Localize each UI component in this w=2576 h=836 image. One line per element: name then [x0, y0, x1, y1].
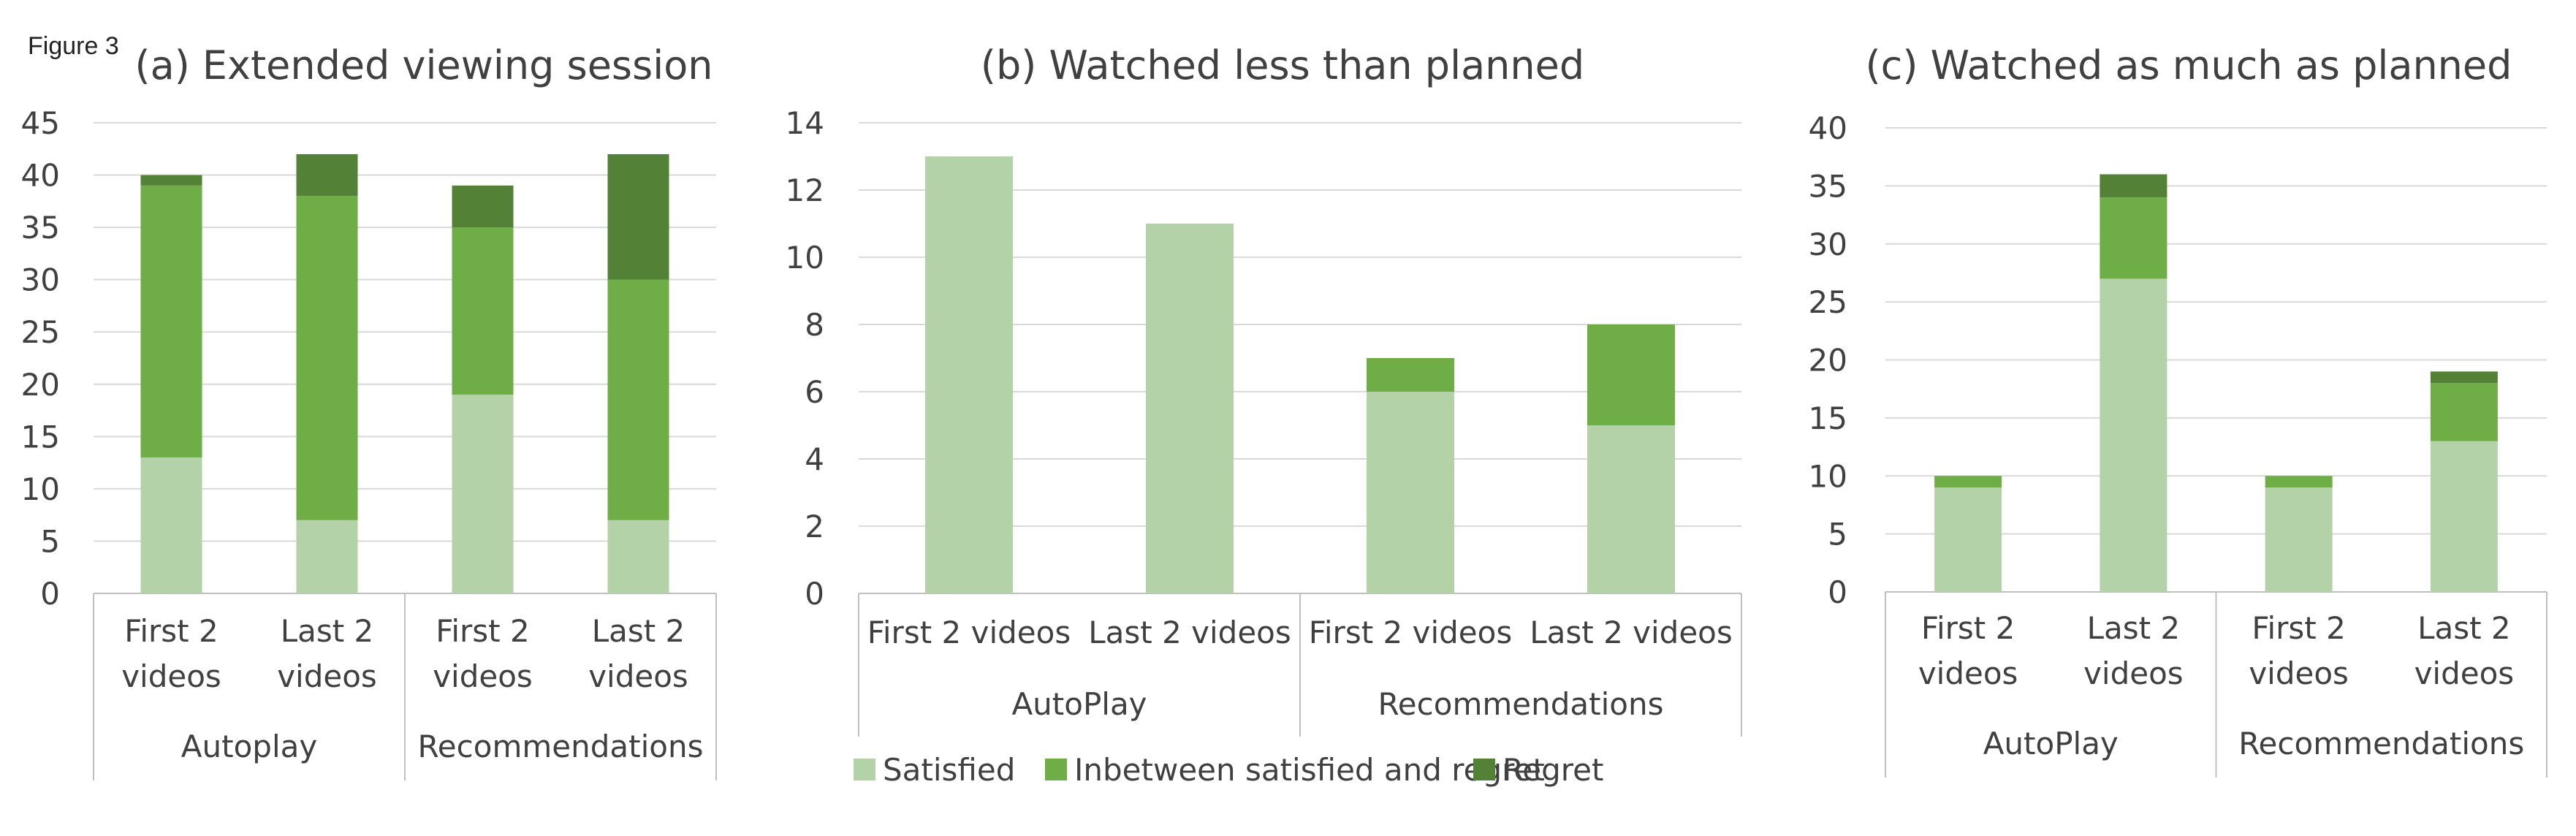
x-category-label: Last 2: [281, 613, 374, 649]
y-tick-label: 30: [21, 262, 60, 298]
y-tick-label: 14: [786, 105, 824, 141]
bar-segment-inbetween-satisfied-and-regret: [140, 185, 202, 457]
y-tick-label: 30: [1809, 227, 1847, 262]
bar-segment-satisfied: [140, 457, 202, 593]
legend-swatch: [1045, 759, 1067, 780]
x-category-label: Last 2: [592, 613, 685, 649]
y-tick-label: 8: [805, 307, 824, 343]
bar-segment-satisfied: [1367, 392, 1454, 593]
bar-segment-satisfied: [607, 520, 669, 593]
y-tick-label: 5: [1828, 517, 1847, 552]
bar-segment-regret: [140, 175, 202, 186]
y-tick-label: 25: [21, 314, 60, 350]
bar-segment-regret: [452, 185, 514, 228]
y-tick-label: 6: [805, 374, 824, 410]
x-category-label: First 2: [1921, 610, 2015, 646]
y-tick-label: 4: [805, 441, 824, 477]
x-category-label: First 2 videos: [867, 615, 1071, 650]
x-category-label: videos: [121, 658, 221, 694]
x-group-label: Autoplay: [181, 729, 317, 764]
bar-segment-inbetween-satisfied-and-regret: [296, 196, 358, 520]
bar-segment-inbetween-satisfied-and-regret: [1934, 476, 2002, 488]
x-category-label: Last 2 videos: [1088, 615, 1291, 650]
x-category-label: First 2: [436, 613, 529, 649]
y-tick-label: 20: [1809, 343, 1847, 379]
legend-label: Satisfied: [883, 752, 1015, 788]
bar-segment-satisfied: [1587, 425, 1675, 593]
bar-segment-inbetween-satisfied-and-regret: [607, 279, 669, 520]
y-tick-label: 35: [1809, 168, 1847, 204]
y-tick-label: 40: [1809, 110, 1847, 146]
x-group-label: AutoPlay: [1983, 726, 2119, 761]
bar-segment-regret: [2100, 174, 2167, 198]
y-tick-label: 2: [805, 509, 824, 544]
bar-segment-inbetween-satisfied-and-regret: [2100, 197, 2167, 279]
bar-segment-satisfied: [296, 520, 358, 593]
bar-segment-inbetween-satisfied-and-regret: [2265, 476, 2333, 488]
figure-label: Figure 3: [28, 32, 119, 60]
y-tick-label: 0: [805, 576, 824, 612]
x-category-label: videos: [2083, 656, 2184, 691]
bar-segment-satisfied: [2430, 441, 2498, 592]
bar-segment-regret: [296, 153, 358, 197]
x-group-label: AutoPlay: [1011, 686, 1147, 722]
x-category-label: videos: [2414, 656, 2515, 691]
y-tick-label: 0: [1828, 574, 1847, 610]
y-tick-label: 40: [21, 158, 60, 194]
x-category-label: videos: [1918, 656, 2018, 691]
y-tick-label: 10: [786, 240, 824, 276]
x-category-label: videos: [277, 658, 377, 694]
legend-swatch: [1473, 759, 1495, 780]
legend-swatch: [854, 759, 875, 780]
legend: Satisfied Inbetween satisfied and regretR…: [854, 752, 1603, 788]
bar-segment-regret: [2430, 371, 2498, 384]
x-category-label: videos: [2249, 656, 2349, 691]
chart-title: (c) Watched as much as planned: [1866, 42, 2512, 88]
y-tick-label: 10: [21, 471, 60, 507]
x-category-label: videos: [588, 658, 688, 694]
bar-segment-inbetween-satisfied-and-regret: [2430, 383, 2498, 441]
bar-segment-satisfied: [2265, 487, 2333, 592]
x-category-label: First 2: [124, 613, 218, 649]
chart-panel-3: (c) Watched as much as planned 0 5 10 15 20 25…: [1809, 42, 2547, 778]
bar-segment-inbetween-satisfied-and-regret: [1367, 358, 1454, 392]
x-group-label: Recommendations: [2238, 726, 2524, 761]
bar-segment-inbetween-satisfied-and-regret: [1587, 324, 1675, 425]
chart-title: (a) Extended viewing session: [135, 42, 713, 88]
chart-panel-1: (a) Extended viewing session 0 5 10 15 20 25 30…: [21, 42, 717, 780]
x-category-label: Last 2 videos: [1530, 615, 1733, 650]
bar-segment-satisfied: [452, 395, 514, 593]
bar-segment-satisfied: [2100, 278, 2167, 592]
bar-segment-satisfied: [1146, 224, 1234, 593]
chart-panel-2: (b) Watched less than planned 0 2 4 6 8 10 12 14…: [786, 42, 1742, 737]
x-category-label: videos: [433, 658, 533, 694]
bar-segment-satisfied: [925, 156, 1013, 593]
y-tick-label: 0: [40, 576, 60, 612]
x-category-label: First 2: [2252, 610, 2345, 646]
x-category-label: First 2 videos: [1309, 615, 1512, 650]
y-tick-label: 12: [786, 172, 824, 208]
y-tick-label: 5: [40, 523, 60, 559]
y-tick-label: 35: [21, 210, 60, 246]
legend-label: Inbetween satisfied and regret: [1074, 752, 1545, 788]
x-category-label: Last 2: [2417, 610, 2511, 646]
bar-segment-regret: [607, 153, 669, 280]
x-group-label: Recommendations: [418, 729, 704, 764]
chart-title: (b) Watched less than planned: [981, 42, 1584, 88]
legend-label: Regret: [1502, 752, 1603, 788]
y-tick-label: 20: [21, 367, 60, 403]
y-tick-label: 25: [1809, 284, 1847, 320]
x-group-label: Recommendations: [1378, 686, 1664, 722]
y-tick-label: 10: [1809, 458, 1847, 494]
bar-segment-satisfied: [1934, 487, 2002, 592]
y-tick-label: 45: [21, 105, 60, 141]
x-category-label: Last 2: [2087, 610, 2181, 646]
bar-segment-inbetween-satisfied-and-regret: [452, 227, 514, 395]
y-tick-label: 15: [21, 419, 60, 455]
y-tick-label: 15: [1809, 400, 1847, 436]
